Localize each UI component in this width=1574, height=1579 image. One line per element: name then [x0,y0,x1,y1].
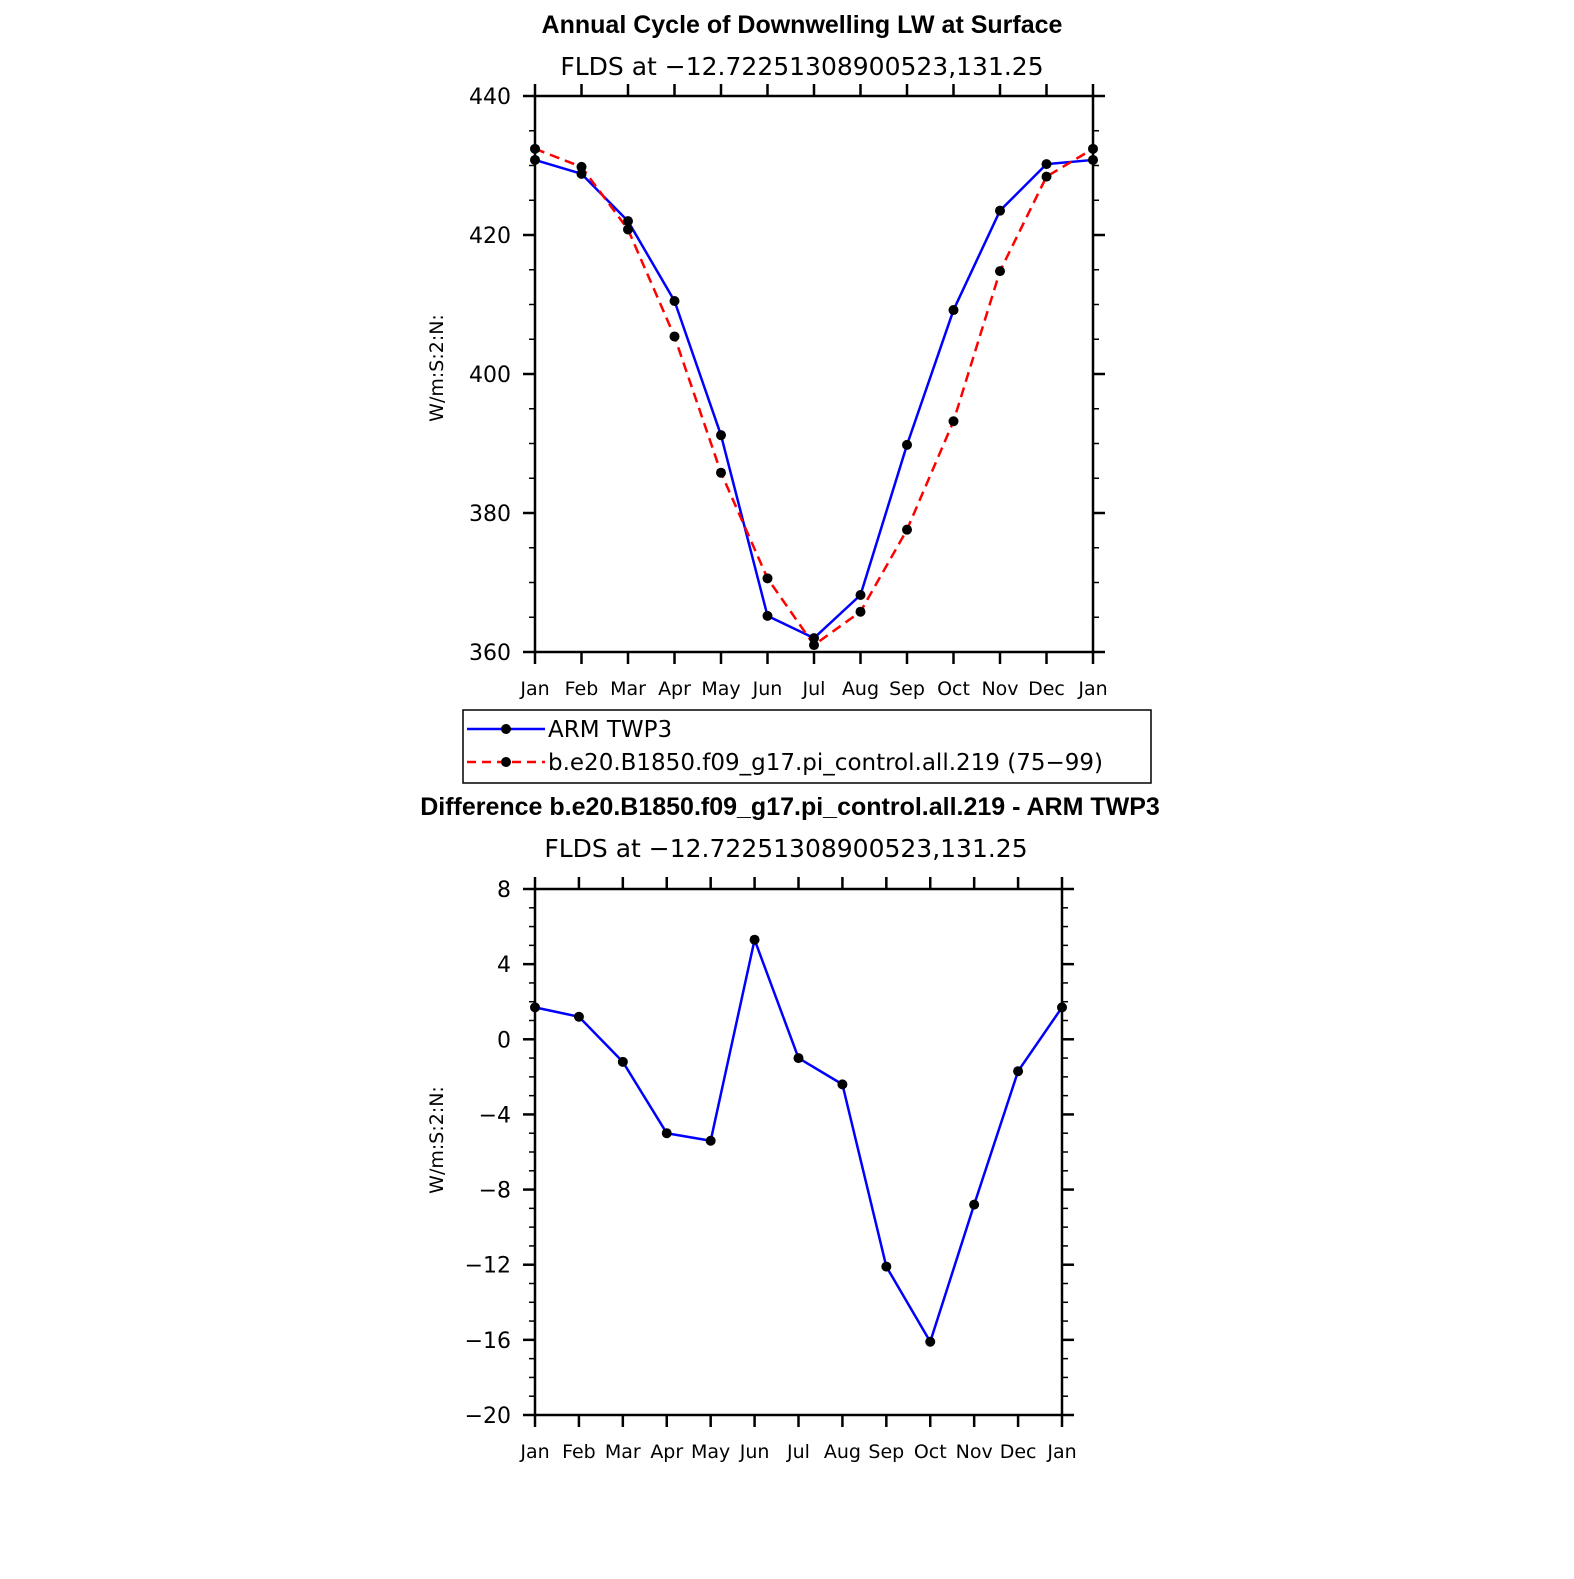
chart2-ytick-label: −16 [465,1329,511,1354]
chart2-xtick-label: Aug [824,1441,861,1463]
chart1-point-1 [716,467,726,478]
chart1-point-0 [669,296,680,307]
chart2-point-0 [1013,1066,1024,1077]
legend-marker-model [501,757,511,767]
chart1-point-1 [623,224,633,235]
chart2-point-0 [749,934,760,945]
chart1-point-1 [948,416,959,427]
chart2-xtick-label: Apr [650,1441,683,1463]
chart2-xtick-label: Jan [1046,1441,1076,1463]
chart2-xtick-label: Feb [562,1441,596,1463]
chart2-ytick-label: 0 [497,1028,511,1053]
chart1-xtick-label: Nov [981,678,1018,700]
chart1-xtick-label: May [701,678,740,700]
chart1-point-0 [902,439,912,450]
chart1-xtick-label: Oct [937,678,970,700]
chart1-point-0 [995,205,1005,216]
chart1-ylabel: W/m:S:2:N: [426,314,448,422]
chart1-xtick-label: Jul [802,678,826,700]
legend-label-arm: ARM TWP3 [548,717,672,743]
chart1-point-0 [576,168,587,179]
chart1-xtick-label: Jan [519,678,549,700]
chart1-series-line-1 [534,147,1094,647]
chart2-point-0 [837,1079,848,1090]
legend-box [462,709,1152,784]
chart2-point-0 [617,1056,628,1067]
chart1-point-1 [576,161,587,172]
chart1-point-1 [762,573,773,584]
chart1-ytick-label: 420 [469,224,511,249]
chart1-point-1 [855,606,866,617]
chart2-ytick-label: −8 [479,1179,511,1204]
chart1-xtick-label: Jan [1077,678,1107,700]
chart1-ytick-label: 380 [469,502,511,527]
chart2-point-0 [969,1199,980,1210]
chart1-xtick-label: Sep [889,678,925,700]
chart2-ylabel: W/m:S:2:N: [426,1086,448,1194]
chart1-point-0 [1041,159,1052,170]
chart1-xtick-label: Dec [1028,678,1065,700]
chart2-xtick-label: Sep [868,1441,904,1463]
chart1-subtitle: FLDS at −12.72251308900523,131.25 [560,52,1043,81]
chart1-frame [533,94,1095,654]
chart2-point-0 [573,1011,584,1022]
chart2-xtick-label: Jan [519,1441,549,1463]
legend-marker-arm [501,724,511,734]
chart1-point-1 [809,640,819,651]
chart2-ytick-label: −4 [479,1103,511,1128]
chart1-xtick-label: Apr [658,678,691,700]
chart2-xtick-label: Jul [786,1441,810,1463]
chart2-xtick-label: Dec [1000,1441,1037,1463]
chart1-plot-area: 360 380 400 420 440 Jan Feb Mar Apr May Jun Jul Aug S… [469,84,1108,700]
chart1-point-0 [855,590,866,601]
chart1-point-1 [902,524,912,535]
chart1-point-0 [716,430,726,441]
chart2-subtitle: FLDS at −12.72251308900523,131.25 [544,834,1027,863]
chart2-ytick-label: −20 [465,1404,511,1429]
chart2-point-0 [793,1053,804,1064]
chart2-point-0 [1057,1002,1067,1013]
chart1-point-1 [530,143,540,154]
chart2-title: Difference b.e20.B1850.f09_g17.pi_contro… [420,793,1160,821]
chart1-point-1 [1088,143,1098,154]
chart1-point-0 [809,633,819,644]
chart2-point-0 [881,1261,892,1272]
chart1-point-0 [1088,154,1098,165]
chart1-legend: ARM TWP3 b.e20.B1850.f09_g17.pi_control.… [462,709,1152,784]
chart2-ytick-label: 4 [497,953,511,978]
chart1-point-0 [530,154,540,165]
chart1-point-1 [669,331,680,342]
chart2-point-0 [705,1135,716,1146]
chart2-point-0 [530,1002,540,1013]
chart1-series-line-0 [534,158,1094,640]
chart2-point-0 [925,1336,936,1347]
chart1-ytick-label: 400 [469,363,511,388]
chart1-point-1 [1041,171,1052,182]
chart1-xtick-label: Aug [842,678,879,700]
chart1-title: Annual Cycle of Downwelling LW at Surfac… [542,11,1063,39]
chart1-point-0 [948,305,959,316]
chart1-xtick-label: Jun [752,678,783,700]
chart2-xtick-label: Mar [605,1441,641,1463]
chart2-plot-area: −20 −16 −12 −8 −4 0 4 8 Jan Feb Mar Apr May Jun Jul Aug… [465,877,1077,1463]
legend-label-model: b.e20.B1850.f09_g17.pi_control.all.219 (… [548,750,1103,776]
chart2-xtick-label: May [691,1441,730,1463]
chart2-xtick-label: Nov [956,1441,993,1463]
chart1-ytick-label: 360 [469,641,511,666]
chart2-point-0 [661,1128,672,1139]
chart2-series-line-0 [534,938,1064,1343]
chart1-xtick-label: Feb [565,678,599,700]
chart2-xtick-label: Oct [914,1441,947,1463]
chart1-xtick-label: Mar [610,678,646,700]
chart2-ytick-label: 8 [497,878,511,903]
chart1-point-0 [762,610,773,621]
chart2-frame [533,887,1064,1417]
chart1-point-1 [995,266,1005,277]
chart2-xtick-label: Jun [739,1441,770,1463]
chart1-point-0 [623,216,633,227]
chart1-ytick-label: 440 [469,85,511,110]
chart2-ytick-label: −12 [465,1254,511,1279]
